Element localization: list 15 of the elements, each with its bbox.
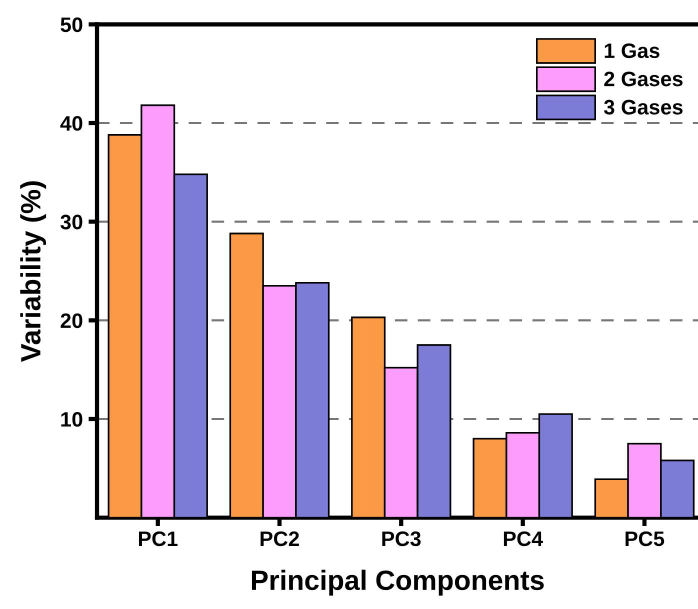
y-tick-label: 50 [60, 17, 82, 32]
legend-label: 1 Gas [604, 43, 660, 58]
x-tick-label: PC1 [138, 531, 178, 546]
y-tick-label: 20 [60, 313, 82, 328]
y-axis-title: Variability (%) [20, 181, 46, 362]
y-tick-label: 40 [60, 116, 82, 131]
x-axis-title: Principal Components [252, 570, 544, 596]
legend-label: 3 Gases [604, 100, 683, 115]
x-tick-label: PC5 [626, 531, 664, 546]
x-tick-label: PC4 [504, 531, 543, 546]
x-tick-label: PC3 [382, 531, 421, 546]
y-tick-label: 10 [61, 412, 82, 427]
y-tick-label: 30 [60, 214, 82, 230]
legend-label: 2 Gases [604, 72, 683, 86]
x-tick-label: PC2 [260, 531, 299, 546]
